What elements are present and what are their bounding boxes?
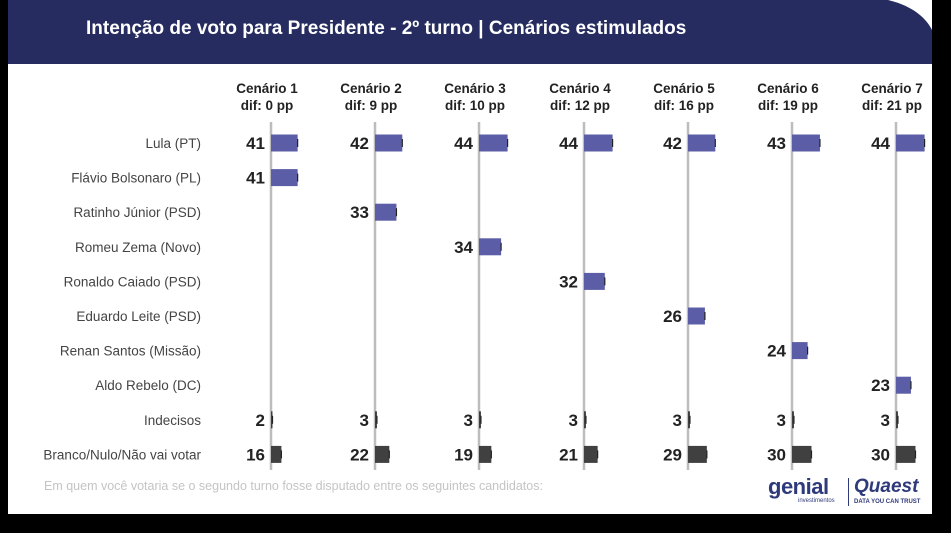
data-label: 41 [246,134,265,153]
scenario-dif: dif: 21 pp [862,98,922,113]
bar [271,169,298,187]
scenario-name: Cenário 2 [340,81,402,96]
bar [688,134,716,152]
bar [375,445,390,463]
data-label: 2 [256,411,265,430]
bar [479,238,502,256]
quaest-logo: Quaest [854,476,919,497]
data-label: 22 [350,445,369,464]
row-label: Lula (PT) [145,136,201,151]
bar [584,411,586,429]
data-label: 3 [673,411,682,430]
data-label: 3 [777,411,786,430]
bar [479,445,492,463]
data-label: 33 [350,203,369,222]
bar [271,134,298,152]
bar [584,134,613,152]
row-label: Indecisos [144,413,201,428]
data-label: 21 [559,445,578,464]
chart-card: Intenção de voto para Presidente - 2º tu… [8,0,932,514]
data-label: 24 [767,342,786,361]
bar [688,445,707,463]
data-label: 41 [246,169,265,188]
bar [271,411,273,429]
scenario-dif: dif: 9 pp [345,98,398,113]
data-label: 32 [559,272,578,291]
scenario-name: Cenário 7 [861,81,923,96]
scenario-name: Cenário 4 [549,81,611,96]
scenario-dif: dif: 12 pp [550,98,610,113]
bar [479,411,481,429]
row-label: Eduardo Leite (PSD) [76,309,201,324]
bar [479,134,508,152]
logos: genial investimentos Quaest DATA YOU CAN… [768,474,928,510]
data-label: 23 [871,376,890,395]
data-label: 3 [569,411,578,430]
bar [896,445,916,463]
data-label: 29 [663,445,682,464]
scenario-dif: dif: 16 pp [654,98,714,113]
bar [792,411,794,429]
data-label: 34 [454,238,473,257]
data-label: 42 [663,134,682,153]
row-label: Romeu Zema (Novo) [75,240,201,255]
bar [688,411,690,429]
footnote: Em quem você votaria se o segundo turno … [44,479,543,493]
bar [688,307,705,325]
data-label: 26 [663,307,682,326]
data-label: 3 [360,411,369,430]
row-label: Ronaldo Caiado (PSD) [64,274,201,289]
data-label: 30 [767,445,786,464]
chart-title: Intenção de voto para Presidente - 2º tu… [86,18,687,39]
header-banner: Intenção de voto para Presidente - 2º tu… [8,0,932,64]
scenario-dif: dif: 10 pp [445,98,505,113]
data-label: 44 [871,134,890,153]
row-label: Renan Santos (Missão) [60,344,201,359]
data-label: 30 [871,445,890,464]
data-label: 3 [464,411,473,430]
data-label: 43 [767,134,786,153]
data-label: 16 [246,445,265,464]
genial-logo: genial [768,474,829,499]
logo-divider [848,478,849,506]
bar [792,445,812,463]
data-label: 42 [350,134,369,153]
row-label: Ratinho Júnior (PSD) [73,205,201,220]
bar [584,445,598,463]
bar [792,134,820,152]
data-label: 44 [559,134,578,153]
bar [375,134,403,152]
data-label: 3 [881,411,890,430]
bar [375,411,377,429]
bar [375,203,397,221]
bar [896,134,925,152]
chart-plot: Lula (PT) Flávio Bolsonaro (PL) Ratinho Jú… [43,81,926,470]
genial-logo-subtitle: investimentos [798,498,835,504]
bar [792,342,808,360]
bar [896,376,911,394]
scenario-name: Cenário 6 [757,81,819,96]
bar [896,411,898,429]
row-label: Aldo Rebelo (DC) [95,378,201,393]
bar [271,445,282,463]
data-label: 44 [454,134,473,153]
quaest-logo-subtitle: DATA YOU CAN TRUST [854,499,921,505]
scenario-dif: dif: 0 pp [241,98,294,113]
scenario-dif: dif: 19 pp [758,98,818,113]
row-label: Branco/Nulo/Não vai votar [43,447,201,462]
scenario-name: Cenário 1 [236,81,298,96]
scenario-name: Cenário 5 [653,81,715,96]
header-background [8,0,932,64]
row-label: Flávio Bolsonaro (PL) [71,171,201,186]
scenario-name: Cenário 3 [444,81,506,96]
bar [584,272,605,290]
data-label: 19 [454,445,473,464]
